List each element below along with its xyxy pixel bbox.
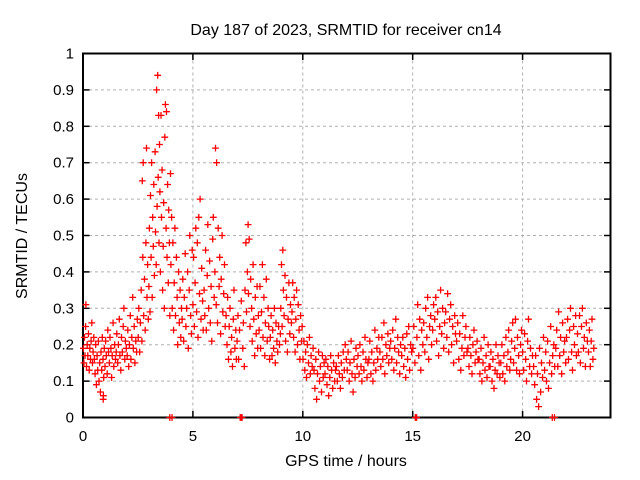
x-tick-label: 5 — [189, 428, 197, 445]
y-tick-label: 0 — [66, 410, 74, 427]
plot-border — [82, 52, 612, 419]
y-tick-label: 1 — [66, 46, 74, 63]
y-tick-label: 0.8 — [53, 118, 74, 135]
scatter-points — [80, 71, 598, 421]
y-tick-label: 0.3 — [53, 300, 74, 317]
y-tick-labels: 0 0.1 0.2 0.3 0.4 0.5 0.6 0.7 0.8 0.9 1 — [53, 46, 74, 427]
x-tick-label: 20 — [514, 428, 531, 445]
x-tick-label: 15 — [404, 428, 421, 445]
y-tick-label: 0.1 — [53, 373, 74, 390]
y-tick-label: 0.2 — [53, 337, 74, 354]
x-tick-labels: 0 5 10 15 20 — [79, 428, 531, 445]
y-tick-label: 0.7 — [53, 155, 74, 172]
x-axis-title: GPS time / hours — [285, 453, 407, 470]
y-axis-title: SRMTID / TECUs — [14, 173, 31, 299]
y-tick-label: 0.6 — [53, 191, 74, 208]
chart-title: Day 187 of 2023, SRMTID for receiver cn1… — [190, 22, 501, 39]
x-tick-label: 0 — [79, 428, 87, 445]
y-tick-label: 0.5 — [53, 228, 74, 245]
y-tick-label: 0.4 — [53, 264, 74, 281]
x-tick-label: 10 — [294, 428, 311, 445]
y-tick-label: 0.9 — [53, 82, 74, 99]
